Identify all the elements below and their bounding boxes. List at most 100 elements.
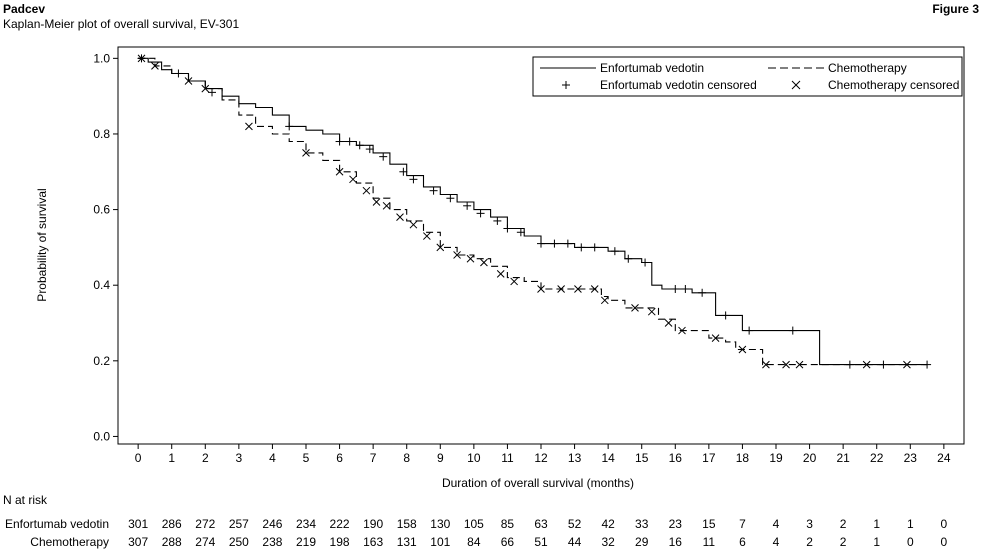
censor-mark-x <box>738 345 747 354</box>
censor-stroke <box>245 122 253 131</box>
risk-count: 288 <box>162 535 182 549</box>
risk-count: 246 <box>262 517 282 531</box>
x-tick-label: 15 <box>635 451 649 465</box>
y-tick-label: 0.0 <box>93 429 110 443</box>
x-tick-label: 13 <box>568 451 582 465</box>
censor-mark-plus <box>409 175 418 184</box>
censor-mark-x <box>453 251 461 259</box>
x-tick-label: 5 <box>303 451 310 465</box>
censor-mark-x <box>782 360 790 369</box>
axes-layer: 0 1 2 3 4 5 6 7 8 9 10 11 12 13 14 15 16 17 18 19 20 21 22 23 24… <box>93 51 951 465</box>
risk-count: 2 <box>840 517 847 531</box>
x-tick-label: 21 <box>836 451 850 465</box>
censor-mark-x <box>151 62 159 70</box>
censor-mark-plus <box>285 122 294 131</box>
censor-mark-x <box>335 167 344 176</box>
risk-count: 63 <box>534 517 548 531</box>
censor-mark-x <box>795 360 804 369</box>
x-tick-label: 0 <box>135 451 142 465</box>
risk-count: 0 <box>941 535 948 549</box>
y-tick-label: 0.4 <box>93 278 110 292</box>
x-tick-label: 19 <box>769 451 783 465</box>
risk-count: 274 <box>195 535 215 549</box>
censor-mark-x <box>647 307 656 316</box>
censor-stroke <box>496 270 505 278</box>
censor-mark-plus <box>365 145 374 154</box>
figure-label: Figure 3 <box>932 2 979 16</box>
censor-stroke <box>382 201 391 210</box>
censor-mark-plus <box>624 254 633 263</box>
legend-label-chemo: Chemotherapy <box>828 61 907 75</box>
censor-mark-plus <box>745 326 754 335</box>
risk-count: 286 <box>162 517 182 531</box>
censor-mark-x <box>762 360 770 369</box>
censor-stroke <box>436 243 445 252</box>
x-axis-label: Duration of overall survival (months) <box>442 476 634 490</box>
risk-count: 84 <box>467 535 481 549</box>
censor-mark-plus <box>345 137 354 146</box>
censor-mark-plus <box>577 243 586 252</box>
censor-mark-x <box>137 54 146 63</box>
censor-stroke <box>557 285 565 293</box>
censor-stroke <box>762 360 770 369</box>
censor-mark-x <box>557 285 565 293</box>
censor-mark-x <box>201 84 210 93</box>
censor-stroke <box>903 360 911 369</box>
risk-count: 163 <box>363 535 383 549</box>
risk-count: 16 <box>669 535 683 549</box>
censor-mark-plus <box>379 152 388 161</box>
censor-stroke <box>782 360 790 369</box>
x-tick-label: 22 <box>870 451 884 465</box>
risk-count: 158 <box>397 517 417 531</box>
legend-box <box>532 56 963 97</box>
censor-stroke <box>184 77 193 85</box>
x-tick-label: 20 <box>803 451 817 465</box>
censor-stroke <box>738 345 747 354</box>
censor-stroke <box>600 296 609 305</box>
censor-mark-x <box>496 270 505 278</box>
censor-mark-plus <box>590 243 599 252</box>
censor-stroke <box>795 360 804 369</box>
risk-count: 51 <box>534 535 548 549</box>
y-tick-label: 0.6 <box>93 203 110 217</box>
censor-stroke <box>631 304 639 312</box>
censor-stroke <box>201 84 210 93</box>
legend-label-ev: Enfortumab vedotin <box>600 61 704 75</box>
censor-mark-plus <box>429 186 438 195</box>
x-tick-label: 6 <box>336 451 343 465</box>
y-tick-label: 0.2 <box>93 354 110 368</box>
risk-count: 0 <box>907 535 914 549</box>
censor-stroke <box>137 54 146 63</box>
risk-count: 11 <box>703 535 716 549</box>
censor-stroke <box>711 334 720 342</box>
risk-count: 52 <box>568 517 582 531</box>
x-tick-label: 1 <box>168 451 175 465</box>
risk-count: 307 <box>128 535 148 549</box>
censor-mark-x <box>678 326 686 335</box>
risk-count: 198 <box>330 535 350 549</box>
series-line-enfortumab-vedotin <box>138 57 928 366</box>
risk-count: 1 <box>873 517 880 531</box>
x-tick-label: 2 <box>202 451 209 465</box>
risk-count: 250 <box>229 535 249 549</box>
risk-table-title: N at risk <box>3 493 48 507</box>
risk-count: 130 <box>430 517 450 531</box>
risk-count: 190 <box>363 517 383 531</box>
censor-mark-plus <box>788 326 797 335</box>
censor-mark-x <box>600 296 609 305</box>
censor-mark-x <box>349 175 357 184</box>
censor-mark-plus <box>446 194 455 203</box>
censor-mark-x <box>510 277 518 286</box>
censor-stroke <box>372 198 381 206</box>
risk-count: 6 <box>739 535 746 549</box>
risk-count: 272 <box>195 517 215 531</box>
legend-marker-chemo-censored <box>791 80 801 90</box>
censor-stroke <box>678 326 686 335</box>
risk-count: 1 <box>873 535 880 549</box>
risk-count: 32 <box>601 535 615 549</box>
y-tick-label: 0.8 <box>93 127 110 141</box>
censor-stroke <box>574 285 582 293</box>
censor-stroke <box>409 220 418 229</box>
censor-stroke <box>453 251 461 259</box>
censor-mark-x <box>362 186 371 195</box>
